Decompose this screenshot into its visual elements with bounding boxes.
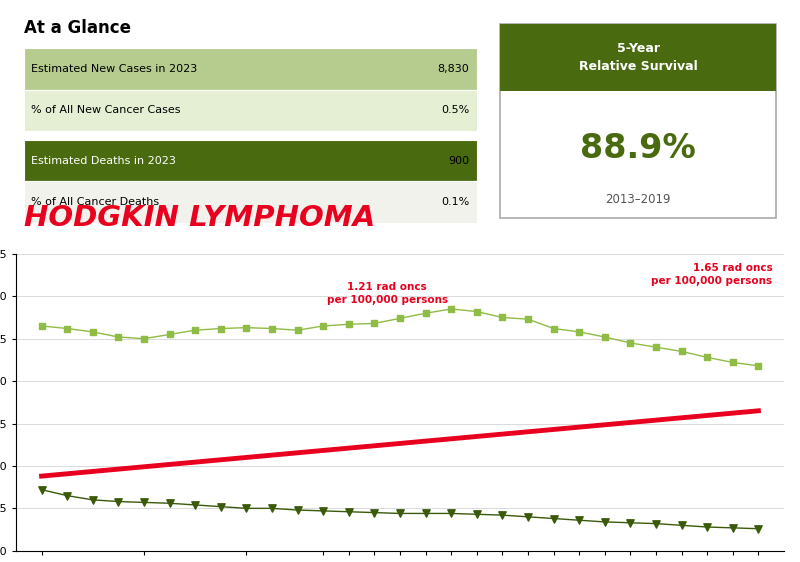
Text: 5-Year
Relative Survival: 5-Year Relative Survival xyxy=(578,42,698,72)
Point xyxy=(368,508,381,517)
Point xyxy=(726,358,739,367)
FancyBboxPatch shape xyxy=(500,24,776,219)
Point xyxy=(419,309,432,318)
Point xyxy=(522,315,534,324)
Point xyxy=(189,500,202,509)
Point xyxy=(189,326,202,335)
Point xyxy=(163,498,176,507)
Text: HODGKIN LYMPHOMA: HODGKIN LYMPHOMA xyxy=(24,204,375,232)
Point xyxy=(342,507,355,516)
Point xyxy=(547,324,560,333)
Text: 2013–2019: 2013–2019 xyxy=(606,193,671,206)
Point xyxy=(35,485,48,494)
Text: 1.65 rad oncs
per 100,000 persons: 1.65 rad oncs per 100,000 persons xyxy=(651,263,773,286)
Text: At a Glance: At a Glance xyxy=(24,19,130,37)
Point xyxy=(522,513,534,522)
Point xyxy=(752,524,765,533)
Text: 0.1%: 0.1% xyxy=(441,197,469,207)
FancyBboxPatch shape xyxy=(500,24,776,91)
Text: 8,830: 8,830 xyxy=(438,64,469,74)
Text: Estimated New Cases in 2023: Estimated New Cases in 2023 xyxy=(31,64,198,74)
Text: Estimated Deaths in 2023: Estimated Deaths in 2023 xyxy=(31,156,176,166)
Point xyxy=(496,313,509,322)
Point xyxy=(419,509,432,518)
Point xyxy=(86,328,99,337)
Point xyxy=(214,502,227,511)
Point xyxy=(86,495,99,504)
FancyBboxPatch shape xyxy=(24,182,477,223)
Text: % of All New Cancer Cases: % of All New Cancer Cases xyxy=(31,105,181,115)
Text: 1.21 rad oncs
per 100,000 persons: 1.21 rad oncs per 100,000 persons xyxy=(326,282,448,305)
Point xyxy=(61,491,74,500)
Point xyxy=(496,511,509,520)
Point xyxy=(368,319,381,328)
Point xyxy=(266,324,278,333)
Point xyxy=(701,523,714,532)
Point xyxy=(650,519,662,528)
Text: 900: 900 xyxy=(448,156,469,166)
Point xyxy=(112,333,125,342)
Point xyxy=(445,305,458,314)
Point xyxy=(394,314,406,323)
Point xyxy=(752,361,765,370)
Text: % of All Cancer Deaths: % of All Cancer Deaths xyxy=(31,197,159,207)
FancyBboxPatch shape xyxy=(24,90,477,131)
Text: 0.5%: 0.5% xyxy=(441,105,469,115)
Point xyxy=(394,509,406,518)
FancyBboxPatch shape xyxy=(24,140,477,182)
Point xyxy=(445,509,458,518)
Point xyxy=(112,497,125,506)
Point xyxy=(573,328,586,337)
Point xyxy=(675,521,688,530)
Point xyxy=(291,326,304,335)
FancyBboxPatch shape xyxy=(24,48,477,90)
Point xyxy=(598,333,611,342)
Point xyxy=(317,321,330,330)
Point xyxy=(470,307,483,316)
Point xyxy=(726,523,739,532)
Point xyxy=(675,347,688,356)
Point xyxy=(701,353,714,362)
Point xyxy=(163,330,176,339)
Point xyxy=(61,324,74,333)
Text: 88.9%: 88.9% xyxy=(580,132,696,165)
Point xyxy=(342,320,355,329)
Point xyxy=(138,498,150,507)
Point xyxy=(240,323,253,332)
Point xyxy=(573,516,586,525)
Point xyxy=(598,518,611,527)
Point xyxy=(470,510,483,519)
Point xyxy=(291,506,304,515)
Point xyxy=(547,514,560,523)
Point xyxy=(650,343,662,352)
Point xyxy=(624,338,637,347)
Point xyxy=(138,334,150,343)
Point xyxy=(624,518,637,527)
Point xyxy=(240,504,253,513)
Point xyxy=(35,321,48,330)
Point xyxy=(317,506,330,515)
Point xyxy=(214,324,227,333)
Point xyxy=(266,504,278,513)
